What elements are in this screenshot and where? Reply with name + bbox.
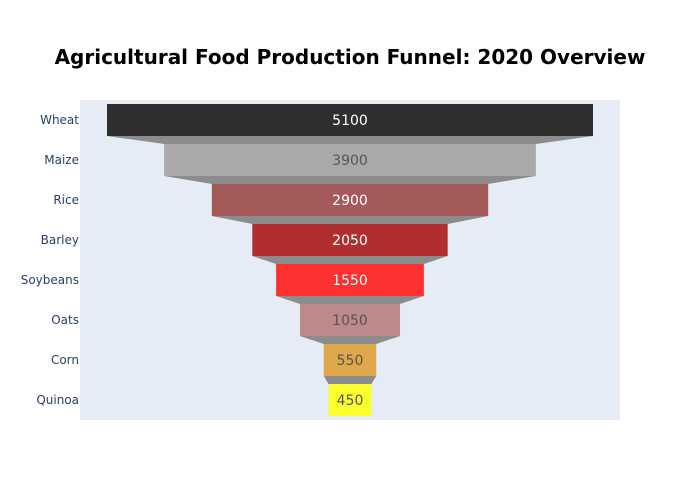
category-label-barley: Barley xyxy=(41,233,79,247)
value-label-wheat: 5100 xyxy=(332,113,368,129)
value-label-corn: 550 xyxy=(337,353,364,369)
funnel-connectors xyxy=(107,136,593,384)
funnel-bar-maize xyxy=(164,144,536,176)
connector-oats-corn xyxy=(299,336,401,344)
value-label-rice: 2900 xyxy=(332,193,368,209)
funnel-bar-quinoa xyxy=(328,384,372,416)
category-label-wheat: Wheat xyxy=(40,113,79,127)
category-labels: Wheat Maize Rice Barley Soybeans Oats Corn Quin… xyxy=(21,113,80,407)
value-label-maize: 3900 xyxy=(332,153,368,169)
category-label-quinoa: Quinoa xyxy=(36,393,79,407)
funnel-bars xyxy=(107,104,593,416)
value-label-barley: 2050 xyxy=(332,233,368,249)
connector-corn-quinoa xyxy=(323,376,377,384)
category-label-corn: Corn xyxy=(51,353,79,367)
connector-maize-rice xyxy=(164,176,536,184)
category-label-maize: Maize xyxy=(44,153,79,167)
funnel-bar-oats xyxy=(299,304,401,336)
funnel-bar-corn xyxy=(323,344,377,376)
connector-soybeans-oats xyxy=(276,296,424,304)
category-label-oats: Oats xyxy=(51,313,79,327)
value-label-soybeans: 1550 xyxy=(332,273,368,289)
category-label-soybeans: Soybeans xyxy=(21,273,79,287)
funnel-bar-rice xyxy=(211,184,489,216)
connector-barley-soybeans xyxy=(252,256,448,264)
funnel-bar-soybeans xyxy=(276,264,424,296)
value-labels: 5100 3900 2900 2050 1550 1050 550 450 xyxy=(332,113,368,409)
funnel-bar-barley xyxy=(252,224,448,256)
connector-wheat-maize xyxy=(107,136,593,144)
category-label-rice: Rice xyxy=(53,193,79,207)
chart-title: Agricultural Food Production Funnel: 202… xyxy=(55,45,646,69)
funnel-bar-wheat xyxy=(107,104,593,136)
value-label-quinoa: 450 xyxy=(337,393,364,409)
connector-rice-barley xyxy=(211,216,489,224)
value-label-oats: 1050 xyxy=(332,313,368,329)
